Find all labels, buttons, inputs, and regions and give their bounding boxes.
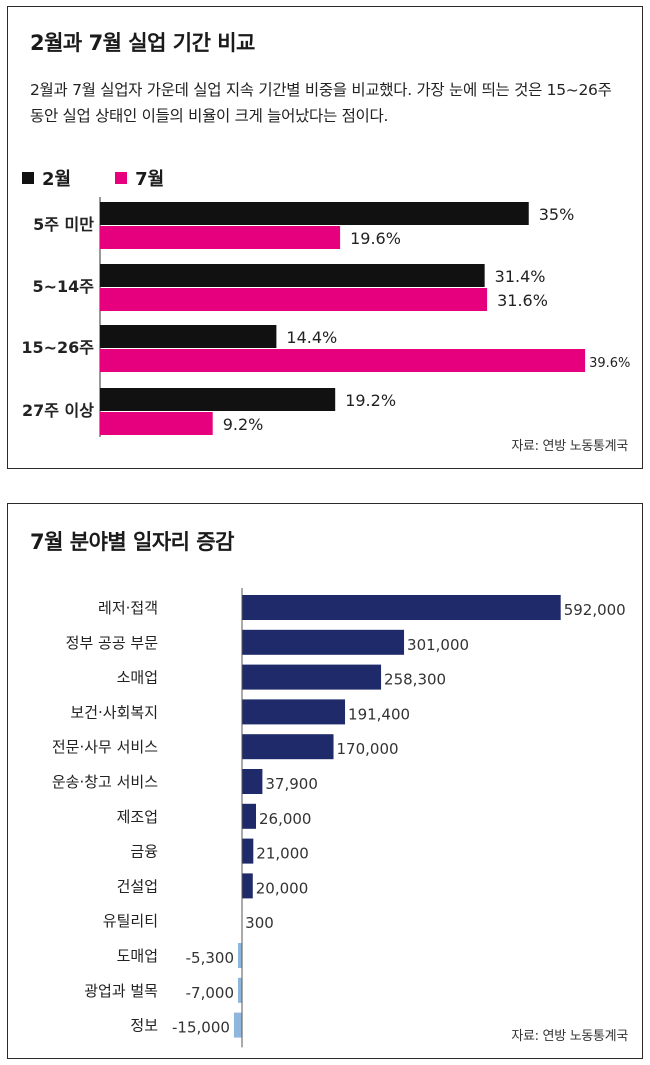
chart2-title: 7월 분야별 일자리 증감 [30, 530, 234, 554]
chart1-legend: 2월 7월 [22, 165, 208, 191]
category-label: 전문·사무 서비스 [52, 738, 158, 756]
bar-jul [100, 412, 213, 435]
chart1-plot: 5주 미만 35% 19.6% 5~14주 31.4% 31.6% 15~26주 14.4% 3… [21, 197, 630, 437]
data-label: 20,000 [256, 879, 309, 897]
bar-jul [100, 349, 586, 372]
bar-feb [100, 202, 529, 225]
data-label: 9.2% [223, 415, 264, 434]
bar [233, 1012, 242, 1038]
data-label: -7,000 [186, 984, 234, 1002]
data-label: 35% [539, 205, 575, 224]
bar [238, 943, 242, 968]
bar [242, 734, 334, 760]
legend-label-feb: 2월 [42, 169, 72, 190]
legend-swatch-feb [22, 172, 34, 184]
chart2-source: 자료: 연방 노동통계국 [511, 1029, 628, 1044]
data-label: 39.6% [589, 356, 630, 371]
chart1-title: 2월과 7월 실업 기간 비교 [30, 31, 255, 55]
category-label: 레저·접객 [98, 599, 158, 617]
bar [242, 769, 263, 794]
data-label: 592,000 [564, 601, 626, 619]
data-label: 37,900 [265, 775, 318, 793]
category-label: 15~26주 [21, 338, 94, 357]
bar [242, 873, 253, 899]
bar [242, 803, 256, 829]
bar [242, 664, 382, 690]
bar-feb [100, 325, 277, 348]
data-label: 14.4% [286, 328, 337, 347]
category-label: 도매업 [117, 947, 158, 965]
data-label: 31.4% [495, 267, 546, 286]
data-label: 301,000 [407, 636, 469, 654]
job-change-panel: 7월 분야별 일자리 증감 레저·접객 592,000 정부 공공 부문 301,00… [7, 503, 643, 1059]
data-label: 31.6% [497, 291, 548, 310]
legend-label-jul: 7월 [135, 169, 165, 190]
unemployment-duration-panel: 2월과 7월 실업 기간 비교 2월과 7월 실업자 가운데 실업 지속 기간별… [7, 6, 643, 469]
bar [238, 977, 242, 1003]
category-label: 금융 [130, 843, 158, 861]
category-label: 보건·사회복지 [70, 703, 158, 721]
chart1-description: 2월과 7월 실업자 가운데 실업 지속 기간별 비중을 비교했다. 가장 눈에… [30, 81, 612, 125]
category-label: 정보 [130, 1017, 158, 1035]
data-label: -5,300 [186, 949, 234, 967]
data-label: 26,000 [259, 810, 312, 828]
data-label: 170,000 [337, 740, 399, 758]
bar-jul [100, 288, 488, 311]
bar-feb [100, 264, 485, 287]
chart2-plot: 레저·접객 592,000 정부 공공 부문 301,000 소매업 258,300 보건·… [52, 588, 626, 1048]
legend-item-feb: 2월 [22, 165, 71, 191]
category-label: 소매업 [117, 669, 158, 687]
bar-jul [100, 226, 341, 249]
bar [242, 595, 561, 620]
category-label: 제조업 [117, 808, 158, 826]
data-label: 19.6% [350, 229, 401, 248]
bar [242, 838, 254, 864]
category-label: 유틸리티 [103, 912, 158, 930]
data-label: 300 [245, 914, 274, 932]
data-label: 21,000 [256, 845, 309, 863]
legend-swatch-jul [115, 172, 128, 184]
bar [242, 629, 405, 655]
data-label: 258,300 [384, 671, 446, 689]
category-label: 운송·창고 서비스 [52, 773, 158, 791]
bar [242, 699, 346, 725]
category-label: 광업과 벌목 [84, 982, 158, 1000]
data-label: 19.2% [345, 391, 396, 410]
category-label: 5주 미만 [33, 215, 94, 234]
category-label: 27주 이상 [22, 401, 94, 420]
legend-item-jul: 7월 [115, 165, 164, 191]
bar-feb [100, 388, 336, 411]
data-label: 191,400 [348, 705, 410, 723]
category-label: 5~14주 [32, 277, 94, 296]
category-label: 건설업 [117, 877, 158, 895]
category-label: 정부 공공 부문 [66, 634, 159, 652]
data-label: -15,000 [172, 1019, 230, 1037]
chart1-source: 자료: 연방 노동통계국 [511, 439, 628, 454]
